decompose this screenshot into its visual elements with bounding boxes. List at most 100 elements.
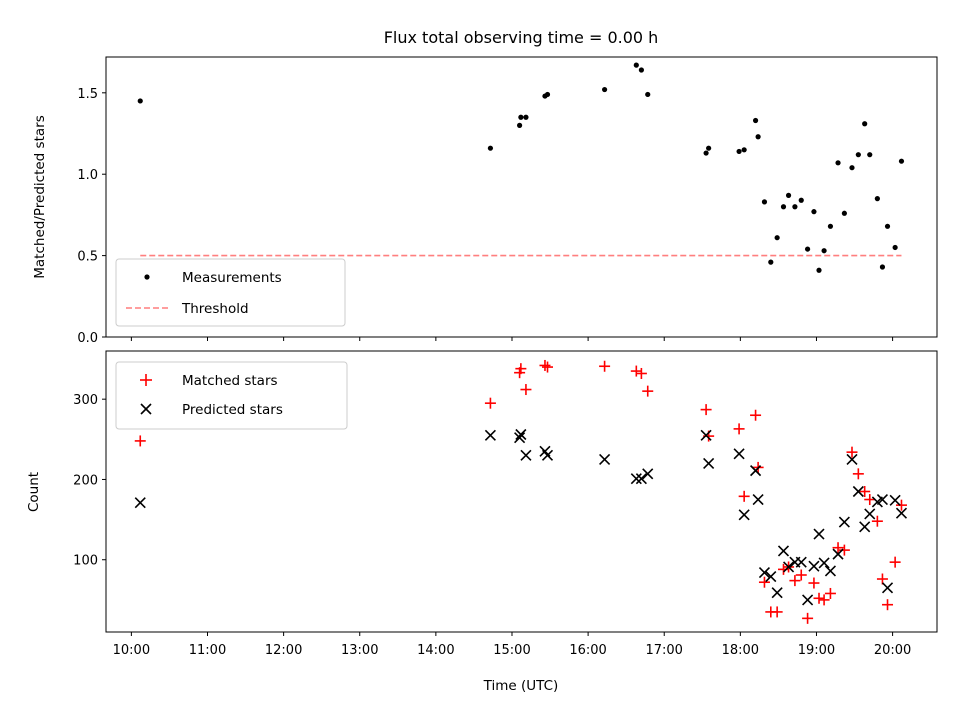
x-tick-label: 16:00 [569, 643, 606, 658]
predicted-star-point [700, 429, 712, 441]
predicted-star-point [824, 565, 836, 577]
measurement-point [792, 204, 798, 210]
measurement-point [736, 148, 742, 155]
matched-star-point [824, 587, 836, 599]
matched-star-point [838, 544, 850, 556]
matched-star-point [864, 494, 876, 506]
x-tick-label: 19:00 [798, 643, 835, 658]
predicted-star-point [881, 582, 894, 594]
x-tick-label: 18:00 [722, 643, 759, 658]
measurement-point [602, 86, 608, 93]
matched-star-point [733, 423, 745, 435]
measurement-point [884, 223, 891, 229]
measurement-point [811, 209, 817, 215]
predicted-star-point [864, 508, 876, 520]
measurement-point [638, 67, 644, 73]
matched-star-point [808, 577, 820, 589]
ratio-y-tick-label: 0.5 [77, 250, 98, 265]
legend-marker-measurements [144, 274, 150, 280]
count-legend: Matched stars Predicted stars [115, 361, 348, 430]
count-y-tick-label: 200 [73, 473, 98, 488]
predicted-star-point [630, 473, 642, 485]
matched-star-point [852, 468, 864, 480]
measurement-point [774, 235, 780, 241]
measurement-point [892, 244, 898, 251]
measurement-point [706, 145, 712, 151]
predicted-star-point [859, 521, 871, 533]
matched-star-point [871, 515, 883, 527]
matched-star-point [520, 384, 532, 396]
predicted-star-point [795, 556, 807, 568]
predicted-star-point [802, 594, 814, 606]
matched-star-point [813, 592, 825, 604]
legend-marker-predicted [140, 403, 152, 415]
predicted-star-point [642, 468, 654, 480]
predicted-star-point [738, 509, 750, 521]
predicted-star-point [813, 528, 825, 540]
measurement-point [785, 192, 792, 198]
matched-star-point [876, 573, 888, 585]
predicted-star-point [782, 561, 795, 573]
x-tick-label: 17:00 [645, 643, 682, 658]
ratio-y-tick-label: 0.0 [77, 331, 98, 346]
x-tick-label: 20:00 [874, 643, 911, 658]
measurement-point [867, 152, 873, 158]
legend-label-matched: Matched stars [182, 373, 278, 389]
count-y-axis-label: Count [26, 472, 42, 512]
count-y-tick-label: 300 [73, 393, 98, 408]
measurement-point [518, 114, 524, 120]
measurement-point [835, 160, 841, 166]
count-plot-area [134, 359, 908, 624]
count-legend-box [115, 361, 348, 430]
measurement-point [768, 259, 774, 265]
x-tick-label: 13:00 [341, 643, 378, 658]
matched-star-point [795, 569, 807, 581]
predicted-star-point [520, 449, 532, 461]
x-tick-label: 10:00 [113, 643, 150, 658]
measurement-point [804, 246, 811, 252]
ratio-y-tick-label: 1.5 [77, 87, 98, 102]
predicted-star-point [515, 428, 527, 441]
matched-star-point [802, 612, 814, 624]
predicted-star-point [771, 587, 783, 599]
measurement-point [523, 114, 529, 120]
matched-star-point [789, 575, 801, 587]
measurement-point [816, 267, 822, 273]
ratio-y-axis: 0.0 0.5 1.0 1.5 [77, 87, 106, 346]
measurement-point [898, 158, 905, 164]
ratio-panel: 0.0 0.5 1.0 1.5 Matched/Predicted stars Mea… [32, 56, 938, 346]
predicted-star-point [733, 448, 745, 460]
predicted-star-point [818, 557, 830, 569]
measurement-point [798, 197, 804, 203]
measurement-point [841, 210, 847, 216]
matched-star-point [134, 435, 146, 447]
measurement-point [827, 223, 834, 229]
x-axis-label: Time (UTC) [483, 678, 559, 694]
matched-star-point [630, 365, 642, 377]
predicted-star-point [876, 493, 889, 506]
predicted-star-point [599, 453, 611, 465]
predicted-star-point [635, 473, 647, 485]
measurement-point [703, 150, 709, 156]
predicted-star-point [750, 465, 762, 477]
ratio-plot-area [137, 62, 905, 273]
measurement-point [633, 62, 639, 68]
count-panel: 100 200 300 10:00 11:00 12:00 13:00 14:00 15:00… [26, 350, 938, 694]
matched-star-point [846, 446, 858, 458]
matched-star-point [771, 606, 783, 618]
measurement-point [544, 91, 551, 98]
chart-title: Flux total observing time = 0.00 h [384, 28, 659, 47]
predicted-star-point [846, 453, 858, 465]
measurement-point [645, 91, 651, 98]
ratio-y-tick-label: 1.0 [77, 168, 98, 183]
matched-star-point [515, 363, 527, 375]
predicted-star-point [895, 507, 908, 519]
measurement-point [487, 145, 494, 151]
x-tick-label: 12:00 [265, 643, 302, 658]
predicted-star-point [777, 545, 790, 557]
measurement-point [879, 264, 886, 270]
predicted-star-point [838, 516, 850, 528]
